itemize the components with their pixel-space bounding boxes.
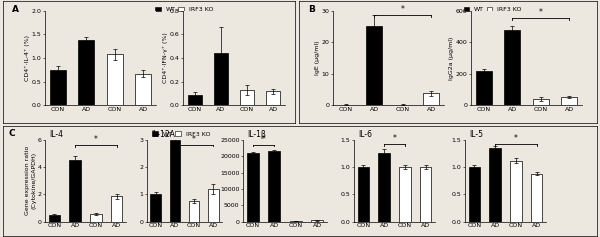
- Legend: WT, IRF3 KO: WT, IRF3 KO: [152, 4, 216, 15]
- Bar: [208, 189, 218, 222]
- Bar: [367, 27, 382, 105]
- Bar: [111, 196, 122, 222]
- Bar: [90, 214, 101, 222]
- Bar: [531, 174, 542, 222]
- Text: IL-12A: IL-12A: [151, 130, 175, 139]
- Bar: [214, 53, 228, 105]
- Y-axis label: IgG2a (μg/ml): IgG2a (μg/ml): [449, 36, 454, 80]
- Bar: [476, 72, 491, 105]
- Text: *: *: [192, 135, 196, 144]
- Bar: [189, 201, 199, 222]
- Bar: [533, 99, 548, 105]
- Bar: [268, 151, 280, 222]
- Text: *: *: [401, 5, 404, 14]
- Bar: [79, 40, 94, 105]
- Legend: WT, IRF3 KO: WT, IRF3 KO: [149, 129, 213, 139]
- Bar: [562, 97, 577, 105]
- Bar: [469, 167, 480, 222]
- Text: IL-4: IL-4: [49, 130, 63, 139]
- Bar: [505, 30, 520, 105]
- Bar: [379, 154, 390, 222]
- Bar: [290, 221, 302, 222]
- Bar: [510, 160, 521, 222]
- Text: A: A: [12, 5, 19, 14]
- Text: C: C: [9, 129, 16, 138]
- Bar: [50, 70, 65, 105]
- Bar: [358, 167, 369, 222]
- Bar: [49, 215, 60, 222]
- Y-axis label: CD4⁺·IFN-γ⁺ (%): CD4⁺·IFN-γ⁺ (%): [163, 33, 168, 83]
- Text: B: B: [308, 5, 314, 14]
- Text: *: *: [262, 135, 265, 144]
- Bar: [399, 167, 410, 222]
- Legend: WT, IRF3 KO: WT, IRF3 KO: [461, 4, 524, 15]
- Text: *: *: [392, 134, 397, 143]
- Bar: [188, 95, 202, 105]
- Text: *: *: [539, 8, 542, 17]
- Bar: [136, 74, 151, 105]
- Bar: [70, 160, 81, 222]
- Text: *: *: [94, 136, 98, 145]
- Bar: [424, 93, 439, 105]
- Bar: [266, 91, 280, 105]
- Text: IL-5: IL-5: [469, 130, 483, 139]
- Y-axis label: IgE (μg/ml): IgE (μg/ml): [315, 41, 320, 75]
- Bar: [151, 194, 161, 222]
- Bar: [107, 54, 122, 105]
- Bar: [490, 148, 501, 222]
- Text: *: *: [514, 134, 518, 143]
- Bar: [311, 220, 323, 222]
- Y-axis label: Gene expression ratio
(Cytokine/GAPDH): Gene expression ratio (Cytokine/GAPDH): [25, 146, 36, 215]
- Bar: [170, 140, 180, 222]
- Bar: [240, 90, 254, 105]
- Text: IL-1β: IL-1β: [247, 130, 266, 139]
- Bar: [247, 153, 259, 222]
- Y-axis label: CD4⁺·IL-4⁺ (%): CD4⁺·IL-4⁺ (%): [25, 35, 30, 81]
- Bar: [420, 167, 431, 222]
- Text: IL-6: IL-6: [358, 130, 372, 139]
